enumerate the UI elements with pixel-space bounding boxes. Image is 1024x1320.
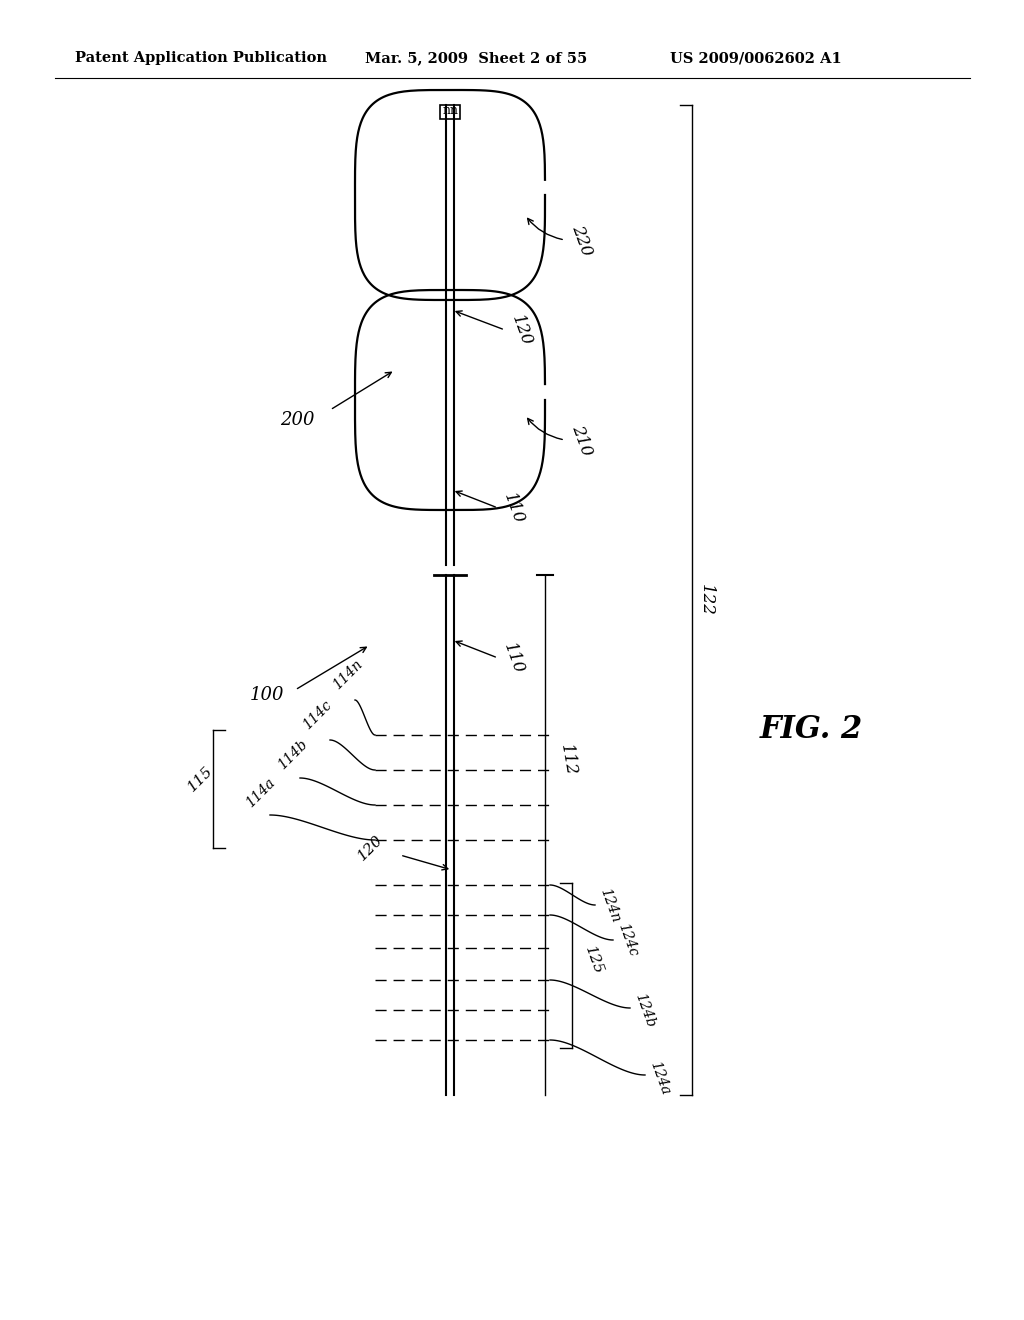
Text: 114b: 114b xyxy=(275,738,310,772)
Text: 115: 115 xyxy=(185,764,216,795)
Text: 124c: 124c xyxy=(615,921,640,958)
Text: Patent Application Publication: Patent Application Publication xyxy=(75,51,327,65)
Text: 210: 210 xyxy=(568,422,595,458)
Text: nn: nn xyxy=(443,104,459,117)
Text: Mar. 5, 2009  Sheet 2 of 55: Mar. 5, 2009 Sheet 2 of 55 xyxy=(365,51,587,65)
Text: 124a: 124a xyxy=(647,1059,672,1097)
FancyBboxPatch shape xyxy=(440,106,460,119)
Text: 120: 120 xyxy=(508,312,535,348)
Text: 110: 110 xyxy=(500,490,527,525)
Text: 112: 112 xyxy=(557,743,580,777)
Text: 122: 122 xyxy=(698,583,715,616)
Text: US 2009/0062602 A1: US 2009/0062602 A1 xyxy=(670,51,842,65)
Text: 200: 200 xyxy=(280,411,314,429)
Text: 124n: 124n xyxy=(597,886,623,924)
Text: FIG. 2: FIG. 2 xyxy=(760,714,863,746)
Text: 114a: 114a xyxy=(243,776,278,810)
Text: 220: 220 xyxy=(568,222,595,257)
Text: 114n: 114n xyxy=(330,657,365,693)
Text: 125: 125 xyxy=(582,944,605,977)
Text: 124b: 124b xyxy=(632,991,657,1030)
Text: 100: 100 xyxy=(250,686,285,704)
Text: 114c: 114c xyxy=(300,698,334,733)
Text: 110: 110 xyxy=(500,640,527,676)
Text: 120: 120 xyxy=(355,833,386,863)
